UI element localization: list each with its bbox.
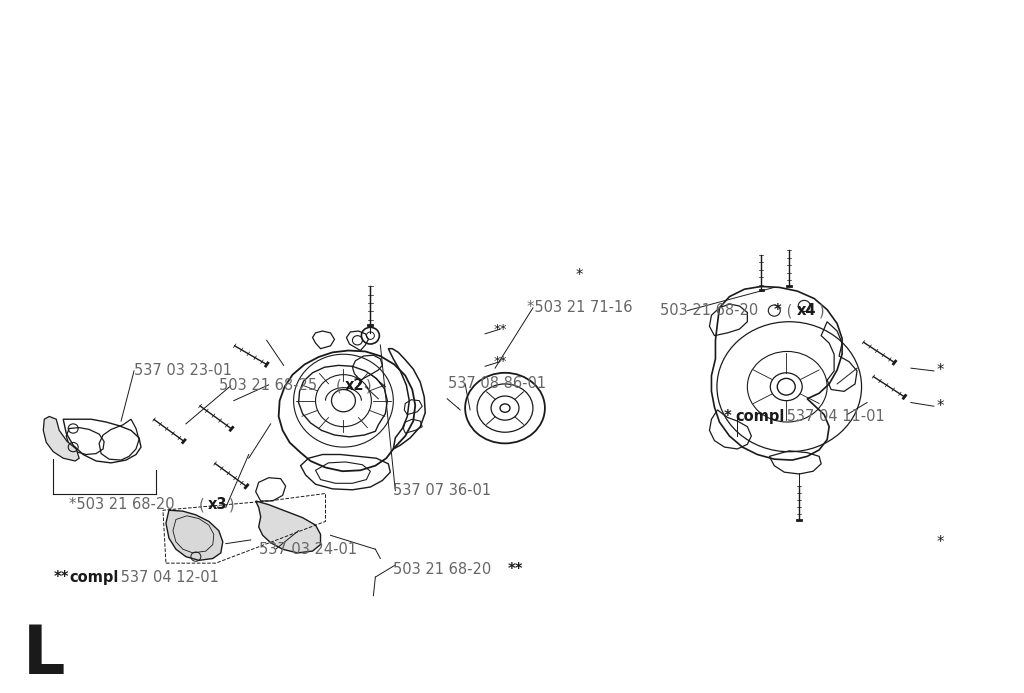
Text: 537 07 36-01: 537 07 36-01 [393,483,492,498]
Text: 537 04 11-01: 537 04 11-01 [782,409,885,424]
Text: 537 03 23-01: 537 03 23-01 [134,363,232,378]
Text: **: ** [53,570,69,585]
Text: **: ** [508,562,523,577]
Text: 537 03 24-01: 537 03 24-01 [259,542,356,556]
Polygon shape [256,501,321,553]
Text: *: * [937,398,944,414]
Text: compl: compl [70,570,119,585]
Text: 537 08 86-01: 537 08 86-01 [449,376,546,392]
Polygon shape [43,416,79,461]
Text: **: ** [493,355,507,368]
Text: *: * [575,267,584,283]
Polygon shape [166,510,223,561]
Text: (: ( [782,303,793,318]
Text: *503 21 71-16: *503 21 71-16 [527,300,633,315]
Text: x2: x2 [344,378,364,394]
Text: ): ) [819,303,824,318]
Text: L: L [24,622,66,687]
Text: x3: x3 [208,497,227,512]
Text: ): ) [366,378,371,394]
Text: *: * [937,535,944,550]
Text: 503 21 68-20: 503 21 68-20 [393,562,492,577]
Text: **: ** [493,323,507,335]
Text: x4: x4 [798,303,817,318]
Text: (: ( [199,497,205,512]
Text: compl: compl [735,409,784,424]
Text: 503 21 68-25: 503 21 68-25 [219,378,322,394]
Text: 537 04 12-01: 537 04 12-01 [116,570,219,585]
Text: ): ) [228,497,234,512]
Text: *: * [773,303,781,318]
Text: *: * [937,363,944,378]
Text: 503 21 68-20: 503 21 68-20 [659,303,758,318]
Text: (: ( [336,378,341,394]
Text: *503 21 68-20: *503 21 68-20 [70,497,179,512]
Text: *: * [723,409,731,424]
